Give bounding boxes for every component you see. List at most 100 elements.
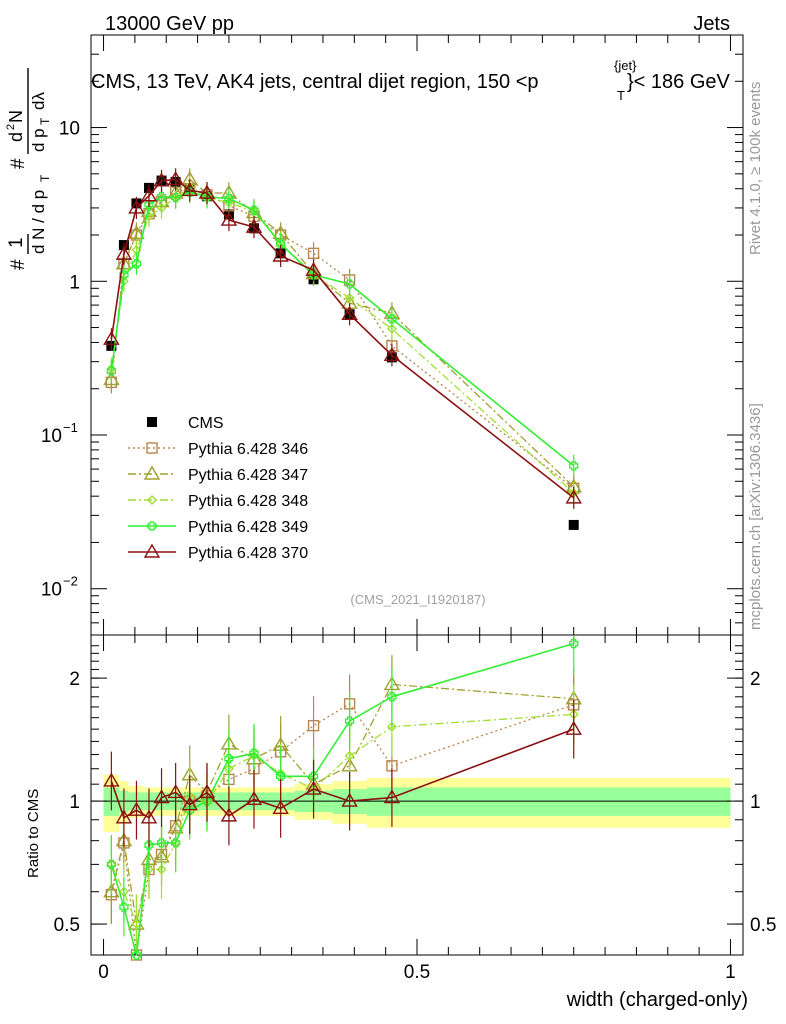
ratio-point-p349 <box>170 838 181 848</box>
data-point-p370 <box>565 489 582 504</box>
ratio-point-p349 <box>185 805 195 815</box>
data-point-p349 <box>569 461 579 471</box>
ratio-ylabel: Ratio to CMS <box>25 789 42 878</box>
svg-text:d: d <box>6 132 26 142</box>
plot-title-sub: T <box>617 88 625 103</box>
ratio-plot: 0.5 0.5 1 1 2 2 0 0.5 1 <box>54 634 776 983</box>
svg-text:#: # <box>8 158 29 169</box>
legend-entry-p370: Pythia 6.428 370 <box>128 543 308 562</box>
series-line-p348 <box>110 186 575 494</box>
series-line-p349 <box>110 191 575 467</box>
ratio-point-p348 <box>386 721 397 732</box>
legend-label: Pythia 6.428 370 <box>188 545 308 562</box>
legend-marker <box>147 521 157 531</box>
ratio-point-p370 <box>153 789 170 804</box>
y-tick-exponent: −1 <box>63 420 78 435</box>
plot-title-main: CMS, 13 TeV, AK4 jets, central dijet reg… <box>91 71 539 93</box>
ratio-point-p348 <box>156 864 167 875</box>
ratio-point-p349 <box>344 716 355 726</box>
data-point-p370 <box>140 187 158 202</box>
data-point-p370 <box>103 330 120 345</box>
ratio-point-p349 <box>202 796 212 806</box>
ratio-point-p370 <box>245 790 263 806</box>
data-point-cms <box>568 519 579 530</box>
main-ylabel: # 1 d N / d p T # d 2 N d p T dλ <box>5 68 52 270</box>
svg-text:T: T <box>38 117 52 125</box>
y-tick-label: 10 <box>59 119 80 140</box>
x-tick-label: 0 <box>98 962 109 983</box>
legend-label: Pythia 6.428 349 <box>188 519 308 536</box>
data-point-p348 <box>156 202 167 213</box>
x-axis-label: width (charged-only) <box>566 989 748 1011</box>
data-point-p370 <box>305 261 322 276</box>
ratio-point-p370 <box>383 789 401 804</box>
ratio-point-p370 <box>103 772 120 787</box>
data-point-p370 <box>220 211 238 226</box>
data-point-p349 <box>156 192 167 202</box>
series-line-p347 <box>110 178 575 488</box>
legend-entry-p346: Pythia 6.428 346 <box>128 441 308 458</box>
ratio-point-p370 <box>128 801 145 816</box>
legend-marker <box>143 465 161 480</box>
ratio-point-p370 <box>305 780 322 795</box>
y-tick-exponent: −2 <box>63 574 78 589</box>
ratio-point-p348 <box>344 750 355 761</box>
ratio-point-p346 <box>307 719 320 732</box>
svg-text:1: 1 <box>6 237 27 248</box>
series-cms <box>106 175 579 530</box>
ratio-tick-label-right: 1 <box>750 792 761 813</box>
series-line-p370 <box>110 178 575 499</box>
data-point-p348 <box>386 323 397 334</box>
data-point-p348 <box>344 292 355 303</box>
ratio-point-p349 <box>569 638 579 649</box>
ratio-point-p370 <box>198 784 216 799</box>
ratio-point-p370 <box>181 796 198 811</box>
ratio-tick-label-left: 2 <box>69 669 80 690</box>
legend-marker <box>147 495 157 505</box>
svg-text:d p: d p <box>29 128 48 152</box>
series-p346 <box>105 177 580 500</box>
data-point-p346 <box>307 247 320 260</box>
data-point-p349 <box>344 279 355 289</box>
data-point-p349 <box>224 193 234 204</box>
ratio-tick-label-right: 2 <box>750 669 761 690</box>
ratio-point-p370 <box>140 809 158 824</box>
svg-text:T: T <box>38 174 52 182</box>
series-p370 <box>103 168 582 509</box>
mcplots-credit-label: mcplots.cern.ch [arXiv:1306.3436] <box>747 403 764 630</box>
data-point-p349 <box>249 205 259 215</box>
energy-label: 13000 GeV pp <box>105 13 234 35</box>
legend-label: CMS <box>188 415 224 432</box>
data-point-p349 <box>106 366 117 376</box>
legend-entry-cms: CMS <box>147 415 224 432</box>
svg-text:N: N <box>6 110 26 123</box>
svg-text:#: # <box>8 259 29 270</box>
legend-label: Pythia 6.428 346 <box>188 441 308 458</box>
ratio-tick-label-left: 1 <box>69 792 80 813</box>
legend-label: Pythia 6.428 347 <box>188 467 308 484</box>
data-point-p370 <box>383 346 401 361</box>
svg-text:d N / d p: d N / d p <box>29 190 48 254</box>
ratio-point-p349 <box>387 692 397 702</box>
ratio-point-p349 <box>249 748 259 758</box>
data-point-p347 <box>128 224 145 240</box>
ratio-point-p370 <box>341 792 358 807</box>
data-point-p349 <box>119 270 129 280</box>
x-tick-label: 1 <box>725 962 736 983</box>
data-point-p349 <box>387 314 397 324</box>
ratio-point-p349 <box>119 902 129 912</box>
ratio-point-p349 <box>106 859 117 870</box>
data-point-p370 <box>181 182 198 197</box>
rivet-version-label: Rivet 4.1.0, ≥ 100k events <box>747 82 764 255</box>
ratio-point-p349 <box>156 838 167 848</box>
svg-text:dλ: dλ <box>29 92 48 110</box>
data-point-p347 <box>103 371 120 386</box>
ratio-point-p370 <box>272 799 289 815</box>
data-point-p370 <box>115 245 133 260</box>
plot-title-sup: {jet} <box>614 58 637 73</box>
legend-marker <box>147 417 157 427</box>
ratio-point-p370 <box>565 720 582 735</box>
ratio-point-p370 <box>220 807 238 822</box>
data-point-p349 <box>170 192 181 203</box>
